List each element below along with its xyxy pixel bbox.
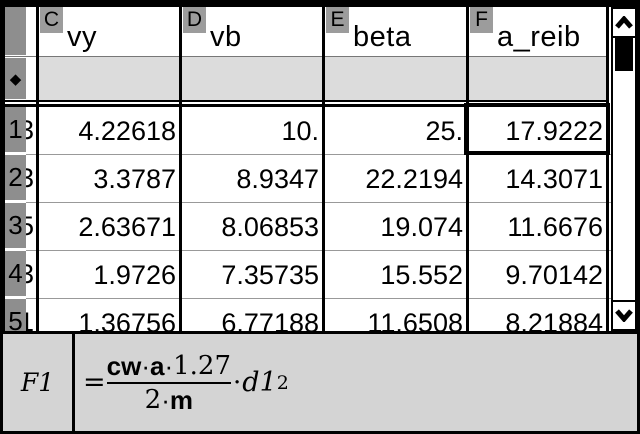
row-number[interactable]: 2 — [5, 155, 26, 200]
formula-expression[interactable]: = cw · a · 1.27 2 · m · d1 2 — [83, 350, 289, 415]
cell-C4[interactable]: 1.9726 — [93, 260, 176, 290]
cell-E5[interactable]: 11.6508 — [367, 308, 463, 331]
cell-F4[interactable]: 9.70142 — [505, 260, 603, 290]
column-header-vb[interactable]: vb — [210, 21, 242, 53]
row-divider — [26, 298, 611, 299]
column-header-beta[interactable]: beta — [353, 21, 412, 53]
formula-variable: d1 — [242, 367, 277, 398]
column-letter-D: D — [183, 7, 206, 33]
grid-line — [466, 7, 469, 331]
scrollbar-thumb[interactable] — [615, 38, 633, 71]
row-number[interactable]: 3 — [5, 203, 26, 248]
grid-line — [179, 7, 182, 331]
table-row: 3 5 2.63671 8.06853 19.074 11.6676 — [5, 203, 611, 251]
cell-F3[interactable]: 11.6676 — [507, 212, 603, 242]
table-row: 1 3 4.22618 10. 25. 17.9222 — [5, 107, 611, 155]
cell-E1[interactable]: 25. — [425, 116, 463, 146]
row-divider — [26, 202, 611, 203]
fraction-denominator: 2 · m — [144, 384, 193, 415]
row-number[interactable]: 4 — [5, 251, 26, 296]
formula-row-header[interactable]: ◆ — [5, 58, 26, 99]
formula-row-divider-bottom — [5, 104, 609, 107]
fraction: cw · a · 1.27 2 · m — [106, 350, 232, 415]
column-letter-E: E — [326, 7, 349, 33]
cell-E3[interactable]: 19.074 — [380, 212, 463, 242]
column-letter-C: C — [40, 7, 63, 33]
scroll-up-button[interactable] — [613, 9, 635, 38]
table-row: 5 1 1.36756 6.77188 11.6508 8.21884 — [5, 299, 611, 331]
cell-F2[interactable]: 14.3071 — [505, 164, 603, 194]
cell-C3[interactable]: 2.63671 — [78, 212, 176, 242]
formula-bar: F1 = cw · a · 1.27 2 · m · d1 2 — [0, 331, 640, 434]
hidden-column-cell[interactable]: 1 — [26, 307, 34, 331]
cell-D1[interactable]: 10. — [281, 116, 319, 146]
hidden-column-cell[interactable]: 3 — [26, 259, 34, 289]
row-number[interactable]: 1 — [5, 107, 26, 152]
column-letter-F: F — [470, 7, 493, 33]
cell-C2[interactable]: 3.3787 — [93, 164, 176, 194]
row-divider — [26, 154, 611, 155]
grid-line — [606, 7, 609, 331]
scroll-down-button[interactable] — [613, 300, 635, 329]
hidden-column-cell[interactable]: 3 — [26, 163, 34, 193]
cell-F5[interactable]: 8.21884 — [505, 308, 603, 331]
cell-C1[interactable]: 4.22618 — [78, 116, 176, 146]
formula-cell-reference: F1 — [3, 334, 75, 431]
cell-E2[interactable]: 22.2194 — [365, 164, 463, 194]
cell-D3[interactable]: 8.06853 — [221, 212, 319, 242]
formula-row-divider-top — [5, 100, 609, 102]
vertical-scrollbar[interactable] — [611, 7, 637, 331]
corner-cell[interactable] — [5, 7, 26, 55]
equals-sign: = — [83, 367, 106, 398]
hidden-column-cell[interactable]: 5 — [26, 211, 34, 241]
data-rows: 1 3 4.22618 10. 25. 17.9222 2 3 3.3787 8… — [5, 107, 611, 331]
chevron-up-icon — [615, 16, 633, 29]
row-divider — [26, 250, 611, 251]
table-row: 2 3 3.3787 8.9347 22.2194 14.3071 — [5, 155, 611, 203]
diamond-icon: ◆ — [9, 70, 22, 88]
grid-line — [322, 7, 325, 331]
cell-D2[interactable]: 8.9347 — [236, 164, 319, 194]
multiply-dot: · — [233, 367, 242, 398]
column-header-a_reib[interactable]: a_reib — [497, 21, 581, 53]
cell-D4[interactable]: 7.35735 — [221, 260, 319, 290]
cell-C5[interactable]: 1.36756 — [78, 308, 176, 331]
chevron-down-icon — [615, 309, 633, 322]
cell-D5[interactable]: 6.77188 — [221, 308, 319, 331]
fraction-numerator: cw · a · 1.27 — [106, 350, 232, 381]
column-header-vy[interactable]: vy — [67, 21, 97, 53]
hidden-column-cell[interactable]: 3 — [26, 115, 34, 145]
selected-cell-outline — [464, 103, 610, 155]
grid-line — [36, 7, 39, 331]
row-number[interactable]: 5 — [5, 299, 26, 331]
table-row: 4 3 1.9726 7.35735 15.552 9.70142 — [5, 251, 611, 299]
header-divider — [5, 56, 609, 57]
fraction-line — [106, 381, 232, 384]
cell-E4[interactable]: 15.552 — [380, 260, 463, 290]
cell-F1[interactable]: 17.9222 — [505, 116, 603, 146]
